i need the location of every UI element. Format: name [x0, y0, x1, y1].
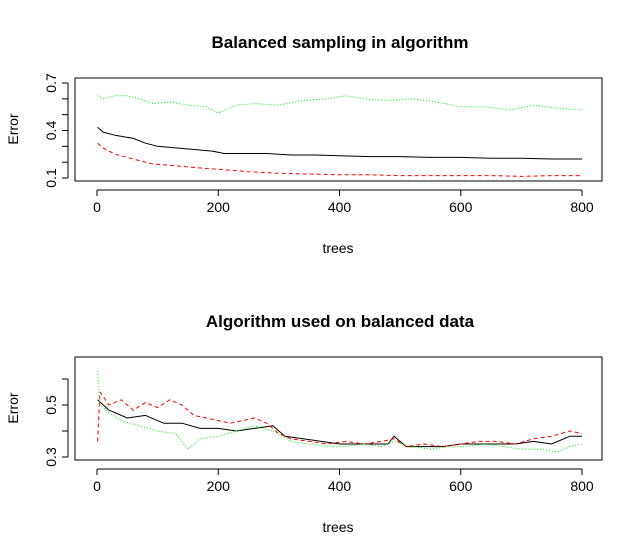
x-tick-label: 600	[449, 478, 473, 494]
x-tick-label: 400	[328, 478, 352, 494]
panel-1-y-axis-label: Error	[5, 113, 21, 144]
panel-2-plot-frame	[74, 356, 603, 461]
y-tick-label: 0.3	[43, 447, 59, 467]
panel-1-y-axis: 0.1 0.4 0.7	[43, 73, 69, 188]
y-tick-label: 0.7	[43, 73, 59, 93]
series-line-dotted	[97, 95, 583, 114]
series-line-solid	[97, 126, 582, 160]
panel-2-x-axis-label: trees	[322, 519, 353, 535]
panel-2: Algorithm used on balanced data trees Er…	[5, 312, 603, 535]
panel-1-title: Balanced sampling in algorithm	[212, 33, 469, 52]
x-tick-label: 400	[328, 199, 352, 215]
x-tick-label: 0	[93, 478, 101, 494]
y-tick-label: 0.5	[43, 395, 59, 415]
panel-2-y-axis-label: Error	[5, 392, 21, 423]
panel-2-title: Algorithm used on balanced data	[206, 312, 475, 331]
panel-1-x-axis-label: trees	[322, 240, 353, 256]
panel-1-plot-frame	[74, 77, 603, 182]
x-tick-label: 800	[570, 478, 594, 494]
panel-1: Balanced sampling in algorithm trees Err…	[5, 33, 603, 256]
panel-2-series	[97, 371, 583, 453]
x-tick-label: 800	[570, 199, 594, 215]
series-line-dotted	[97, 371, 583, 453]
panel-1-series	[97, 95, 583, 177]
y-tick-label: 0.4	[43, 121, 59, 141]
x-tick-label: 0	[93, 199, 101, 215]
x-tick-label: 200	[207, 199, 231, 215]
panel-2-x-axis: 0 200 400 600 800	[93, 468, 594, 494]
panel-1-x-axis: 0 200 400 600 800	[93, 189, 594, 215]
panel-2-y-axis: 0.3 0.5	[43, 378, 69, 467]
x-tick-label: 200	[207, 478, 231, 494]
series-line-dashed	[97, 142, 582, 177]
x-tick-label: 600	[449, 199, 473, 215]
series-line-solid	[97, 399, 582, 448]
series-line-dashed	[97, 391, 583, 448]
y-tick-label: 0.1	[43, 168, 59, 188]
